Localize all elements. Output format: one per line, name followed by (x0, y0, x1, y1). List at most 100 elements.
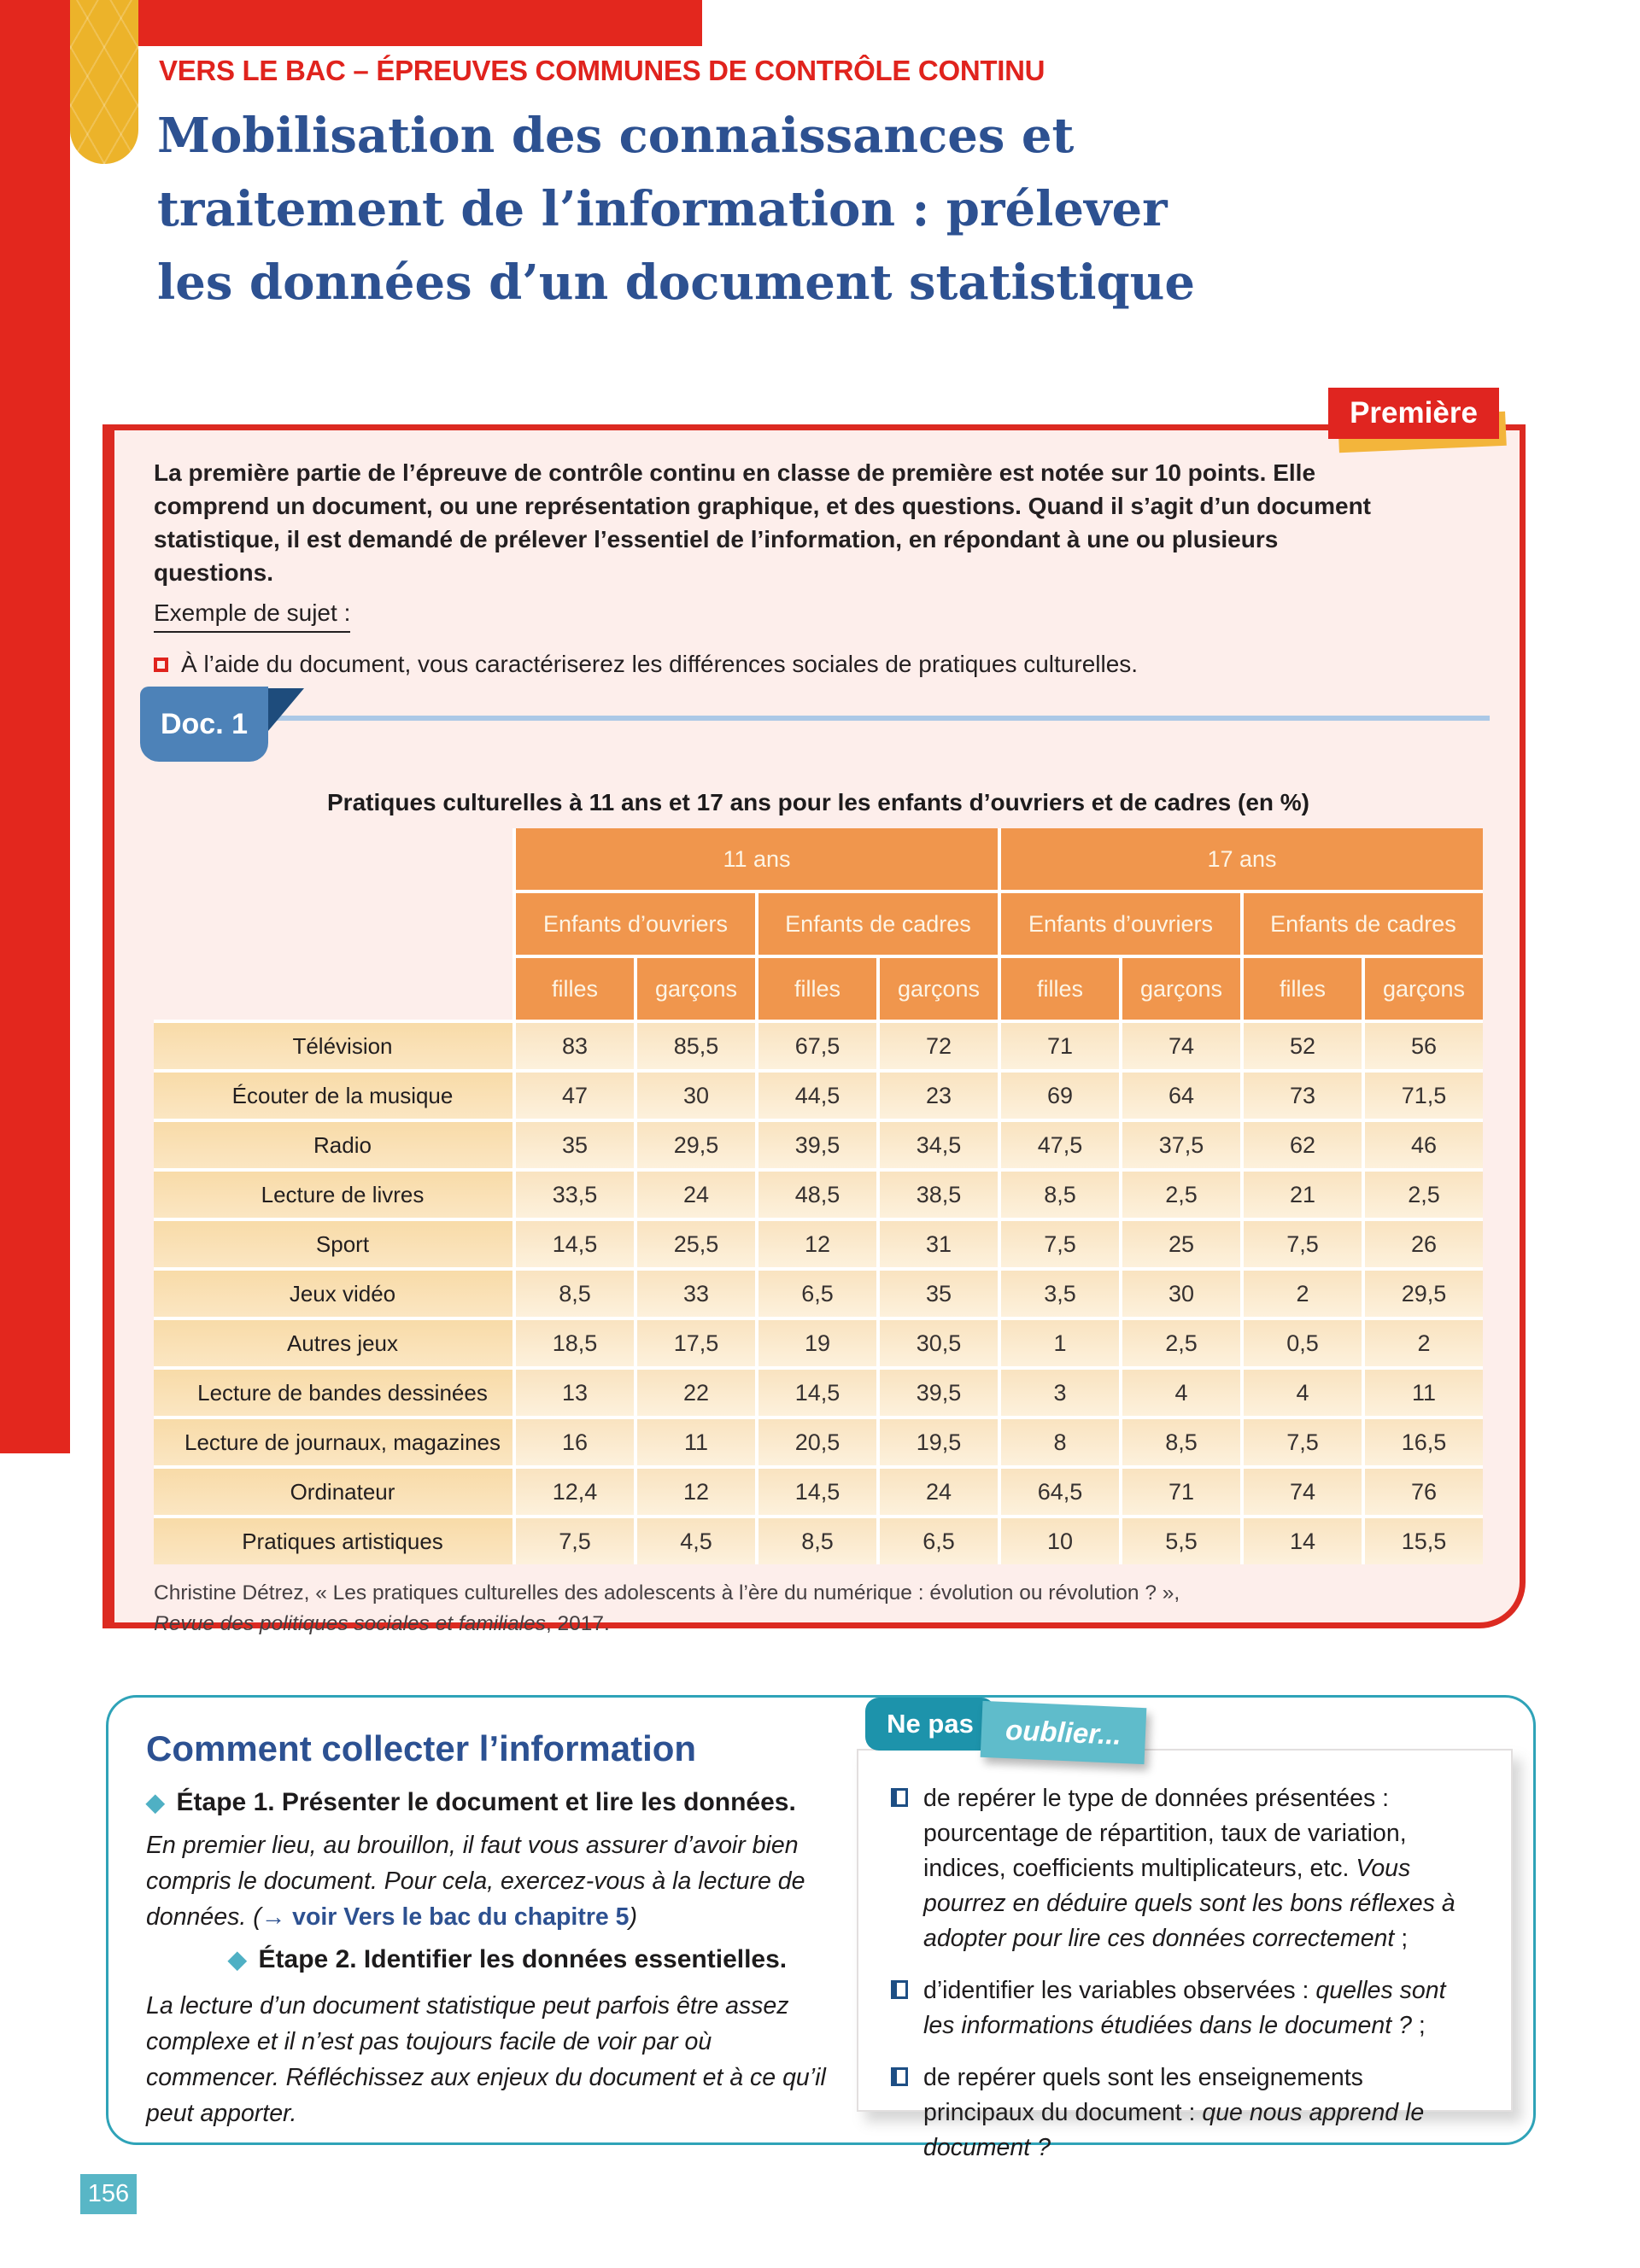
table-sex-header: filles (1001, 958, 1119, 1020)
table-value-cell: 2 (1244, 1271, 1362, 1317)
table-value-cell: 14 (1244, 1518, 1362, 1564)
table-value-cell: 8 (1001, 1419, 1119, 1465)
table-value-cell: 17,5 (637, 1320, 755, 1366)
example-subject-label: Exemple de sujet : (154, 599, 351, 633)
table-value-cell: 67,5 (758, 1023, 876, 1069)
table-value-cell: 4 (1244, 1370, 1362, 1416)
table-sex-header: garçons (1122, 958, 1240, 1020)
page-title: Mobilisation des connaissances et traite… (157, 99, 1195, 319)
method-title: Comment collecter l’information (146, 1728, 697, 1768)
reminder-item-text: de repérer quels sont les enseignements … (923, 2064, 1425, 2161)
table-value-cell: 85,5 (637, 1023, 755, 1069)
reminder-badge-ne-pas: Ne pas (865, 1698, 995, 1751)
table-value-cell: 56 (1365, 1023, 1483, 1069)
reminder-badge-oublier: oublier... (980, 1700, 1147, 1765)
table-row-label: Lecture de journaux, magazines (154, 1419, 512, 1465)
table-value-cell: 46 (1365, 1122, 1483, 1168)
table-value-cell: 6,5 (758, 1271, 876, 1317)
table-row-label: Autres jeux (154, 1320, 512, 1366)
reminder-item-text: d’identifier les variables observées : q… (923, 1977, 1446, 2039)
table-value-cell: 15,5 (1365, 1518, 1483, 1564)
table-value-cell: 52 (1244, 1023, 1362, 1069)
red-square-bullet-icon (154, 657, 168, 672)
chapter-reference-link[interactable]: → voir Vers le bac du chapitre 5 (261, 1903, 630, 1931)
table-row-label: Pratiques artistiques (154, 1518, 512, 1564)
reminder-item-text: de repérer le type de données présentées… (923, 1785, 1456, 1952)
table-value-cell: 26 (1365, 1221, 1483, 1267)
table-category-header: Enfants d’ouvriers (1001, 893, 1240, 955)
table-value-cell: 12 (758, 1221, 876, 1267)
step-1-heading: ◆ Étape 1. Présenter le document et lire … (146, 1788, 796, 1816)
table-sex-header: garçons (1365, 958, 1483, 1020)
page-title-line-2: traitement de l’information : prélever (157, 181, 1168, 237)
table-value-cell: 48,5 (758, 1172, 876, 1218)
table-value-cell: 37,5 (1122, 1122, 1240, 1168)
table-sex-header: garçons (637, 958, 755, 1020)
table-value-cell: 2 (1365, 1320, 1483, 1366)
table-sex-header: filles (516, 958, 634, 1020)
table-value-cell: 1 (1001, 1320, 1119, 1366)
table-value-cell: 30,5 (880, 1320, 998, 1366)
doc-tab-fold-icon (268, 688, 304, 731)
table-category-header: Enfants d’ouvriers (516, 893, 755, 955)
table-value-cell: 8,5 (1001, 1172, 1119, 1218)
page-number-badge: 156 (80, 2174, 137, 2214)
table-value-cell: 4,5 (637, 1518, 755, 1564)
table-value-cell: 23 (880, 1073, 998, 1119)
table-value-cell: 30 (637, 1073, 755, 1119)
table-value-cell: 11 (1365, 1370, 1483, 1416)
table-value-cell: 4 (1122, 1370, 1240, 1416)
left-red-strip (0, 0, 70, 1453)
reminder-item: de repérer quels sont les enseignements … (891, 2060, 1480, 2166)
checkbox-icon (891, 1788, 908, 1807)
table-value-cell: 12 (637, 1469, 755, 1515)
table-row-label: Sport (154, 1221, 512, 1267)
table-value-cell: 5,5 (1122, 1518, 1240, 1564)
table-value-cell: 22 (637, 1370, 755, 1416)
table-value-cell: 74 (1122, 1023, 1240, 1069)
table-value-cell: 47,5 (1001, 1122, 1119, 1168)
table-value-cell: 47 (516, 1073, 634, 1119)
step-1-body: En premier lieu, au brouillon, il faut v… (146, 1832, 805, 1931)
table-age-group-header: 17 ans (1001, 828, 1483, 890)
table-value-cell: 76 (1365, 1469, 1483, 1515)
checkbox-icon (891, 2067, 908, 2086)
table-value-cell: 3,5 (1001, 1271, 1119, 1317)
table-value-cell: 19,5 (880, 1419, 998, 1465)
table-value-cell: 3 (1001, 1370, 1119, 1416)
table-value-cell: 39,5 (880, 1370, 998, 1416)
intro-paragraph: La première partie de l’épreuve de contr… (154, 459, 1372, 586)
table-value-cell: 25 (1122, 1221, 1240, 1267)
table-title: Pratiques culturelles à 11 ans et 17 ans… (327, 789, 1309, 815)
table-sex-header: garçons (880, 958, 998, 1020)
table-value-cell: 8,5 (516, 1271, 634, 1317)
table-value-cell: 7,5 (1244, 1419, 1362, 1465)
table-value-cell: 69 (1001, 1073, 1119, 1119)
page-title-line-1: Mobilisation des connaissances et (157, 108, 1075, 164)
step-2-heading: ◆ Étape 2. Identifier les données essenti… (228, 1945, 788, 1973)
table-value-cell: 20,5 (758, 1419, 876, 1465)
table-sex-header: filles (758, 958, 876, 1020)
table-category-header: Enfants de cadres (1244, 893, 1483, 955)
table-value-cell: 35 (516, 1122, 634, 1168)
table-category-header: Enfants de cadres (758, 893, 998, 955)
table-value-cell: 7,5 (516, 1518, 634, 1564)
example-subject-item: À l’aide du document, vous caractérisere… (154, 651, 1138, 678)
table-value-cell: 64 (1122, 1073, 1240, 1119)
table-value-cell: 73 (1244, 1073, 1362, 1119)
doc-tab: Doc. 1 (140, 687, 268, 762)
table-row-label: Lecture de livres (154, 1172, 512, 1218)
table-value-cell: 0,5 (1244, 1320, 1362, 1366)
table-value-cell: 8,5 (758, 1518, 876, 1564)
source-line-2: Revue des politiques sociales et familia… (154, 1609, 1180, 1640)
level-badge: Première (1328, 388, 1507, 453)
table-value-cell: 34,5 (880, 1122, 998, 1168)
reminder-item: de repérer le type de données présentées… (891, 1781, 1480, 1956)
table-value-cell: 2,5 (1122, 1320, 1240, 1366)
table-value-cell: 39,5 (758, 1122, 876, 1168)
table-row-label: Écouter de la musique (154, 1073, 512, 1119)
table-row-label: Radio (154, 1122, 512, 1168)
table-value-cell: 33 (637, 1271, 755, 1317)
table-row-label: Ordinateur (154, 1469, 512, 1515)
